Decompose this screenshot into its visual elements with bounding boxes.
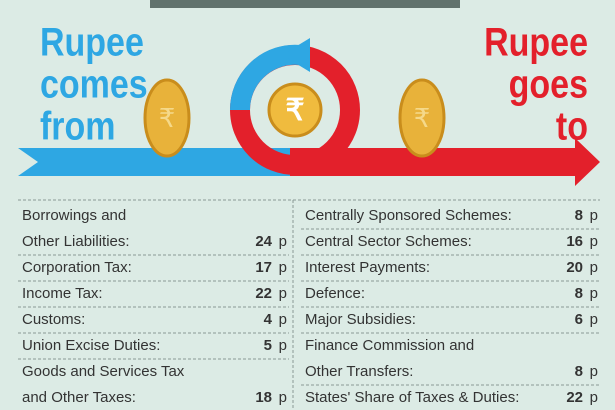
row-unit: p bbox=[590, 363, 598, 380]
row-unit: p bbox=[590, 389, 598, 406]
row-label: Other Transfers: bbox=[305, 363, 413, 380]
row-unit: p bbox=[279, 285, 287, 302]
row-unit: p bbox=[279, 259, 287, 276]
row-label: Income Tax: bbox=[22, 285, 103, 302]
row-unit: p bbox=[279, 233, 287, 250]
center-coin bbox=[267, 82, 323, 138]
title-remnant bbox=[150, 0, 460, 8]
row-label: Corporation Tax: bbox=[22, 259, 132, 276]
red-band-join bbox=[290, 148, 330, 176]
heading-right: goes bbox=[509, 61, 588, 106]
coin bbox=[398, 78, 446, 158]
row-value: 8 bbox=[575, 207, 583, 224]
row-value: 8 bbox=[575, 285, 583, 302]
row-value: 22 bbox=[566, 389, 583, 406]
row-label: Borrowings and bbox=[22, 207, 126, 224]
row-label: Union Excise Duties: bbox=[22, 337, 160, 354]
rows: Borrowings and Other Liabilities: 24 p Corpo… bbox=[18, 199, 600, 406]
heading-left: comes bbox=[40, 61, 148, 106]
heading-right: Rupee bbox=[484, 19, 588, 64]
coin-symbol: ₹ bbox=[414, 103, 431, 133]
row-value: 18 bbox=[255, 389, 272, 406]
row-value: 6 bbox=[575, 311, 583, 328]
row-label: Goods and Services Tax bbox=[22, 363, 185, 380]
row-unit: p bbox=[590, 233, 598, 250]
row-label: Other Liabilities: bbox=[22, 233, 130, 250]
red-band bbox=[290, 138, 600, 186]
heading-left: Rupee bbox=[40, 19, 144, 64]
loop-arrowhead bbox=[282, 38, 310, 72]
row-value: 17 bbox=[255, 259, 272, 276]
row-unit: p bbox=[590, 259, 598, 276]
row-label: Central Sector Schemes: bbox=[305, 233, 472, 250]
row-label: Customs: bbox=[22, 311, 85, 328]
row-label: and Other Taxes: bbox=[22, 389, 136, 406]
heading-left: from bbox=[40, 103, 116, 148]
row-value: 16 bbox=[566, 233, 583, 250]
row-value: 8 bbox=[575, 363, 583, 380]
row-label: Major Subsidies: bbox=[305, 311, 416, 328]
row-unit: p bbox=[279, 389, 287, 406]
center-symbol: ₹ bbox=[285, 94, 304, 127]
row-value: 22 bbox=[255, 285, 272, 302]
row-label: Defence: bbox=[305, 285, 365, 302]
row-label: Finance Commission and bbox=[305, 337, 474, 354]
heading-right: to bbox=[556, 103, 588, 148]
row-unit: p bbox=[279, 337, 287, 354]
row-value: 24 bbox=[255, 233, 272, 250]
coin bbox=[143, 78, 191, 158]
row-value: 5 bbox=[264, 337, 272, 354]
row-label: Interest Payments: bbox=[305, 259, 430, 276]
row-unit: p bbox=[590, 207, 598, 224]
row-unit: p bbox=[590, 311, 598, 328]
row-unit: p bbox=[590, 285, 598, 302]
row-unit: p bbox=[279, 311, 287, 328]
row-label: Centrally Sponsored Schemes: bbox=[305, 207, 512, 224]
row-value: 4 bbox=[264, 311, 273, 328]
row-value: 20 bbox=[566, 259, 583, 276]
coin-symbol: ₹ bbox=[159, 103, 176, 133]
row-label: States' Share of Taxes & Duties: bbox=[305, 389, 519, 406]
